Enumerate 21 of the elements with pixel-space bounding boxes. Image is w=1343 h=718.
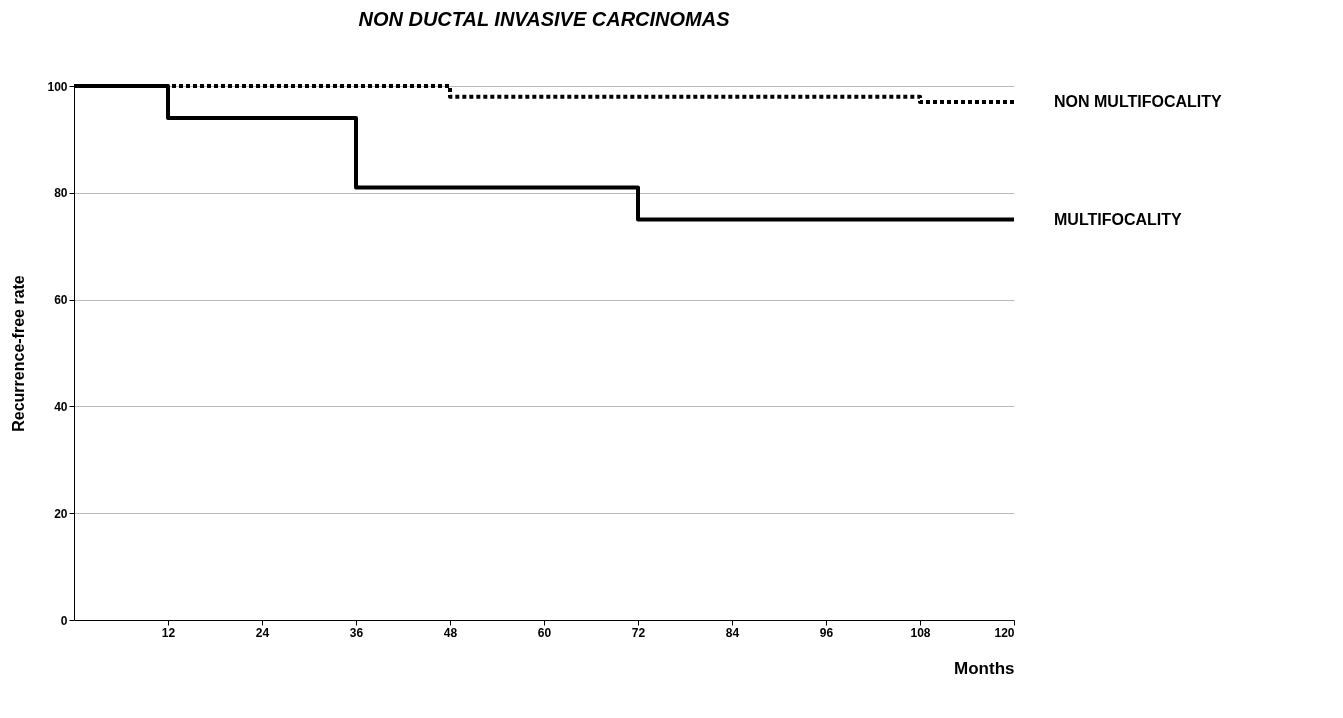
y-tick-label: 80 xyxy=(54,186,68,201)
x-tick-label: 108 xyxy=(910,625,931,640)
text: MULTIFOCALITY xyxy=(1054,210,1183,228)
text: NON MULTIFOCALITY xyxy=(1054,93,1223,111)
x-tick-label: 12 xyxy=(161,625,176,640)
y-tick-label: 60 xyxy=(54,293,68,308)
y-tick-label: 0 xyxy=(60,613,68,628)
x-tick-label: 120 xyxy=(994,625,1015,640)
y-tick-label: 20 xyxy=(54,506,68,521)
x-tick-label: 48 xyxy=(443,625,458,640)
x-tick-label: 72 xyxy=(631,625,646,640)
chart-title: NON DUCTAL INVASIVE CARCINOMAS xyxy=(358,8,731,30)
x-tick-label: 84 xyxy=(725,625,740,640)
y-axis-title: Recurrence-free rate xyxy=(10,275,28,432)
x-tick-label: 36 xyxy=(349,625,364,640)
x-tick-label: 60 xyxy=(537,625,552,640)
x-tick-label: 96 xyxy=(819,625,834,640)
y-tick-label: 100 xyxy=(47,79,68,94)
y-tick-label: 40 xyxy=(54,399,68,414)
x-axis-title: Months xyxy=(954,658,1015,678)
x-tick-label: 24 xyxy=(255,625,270,640)
